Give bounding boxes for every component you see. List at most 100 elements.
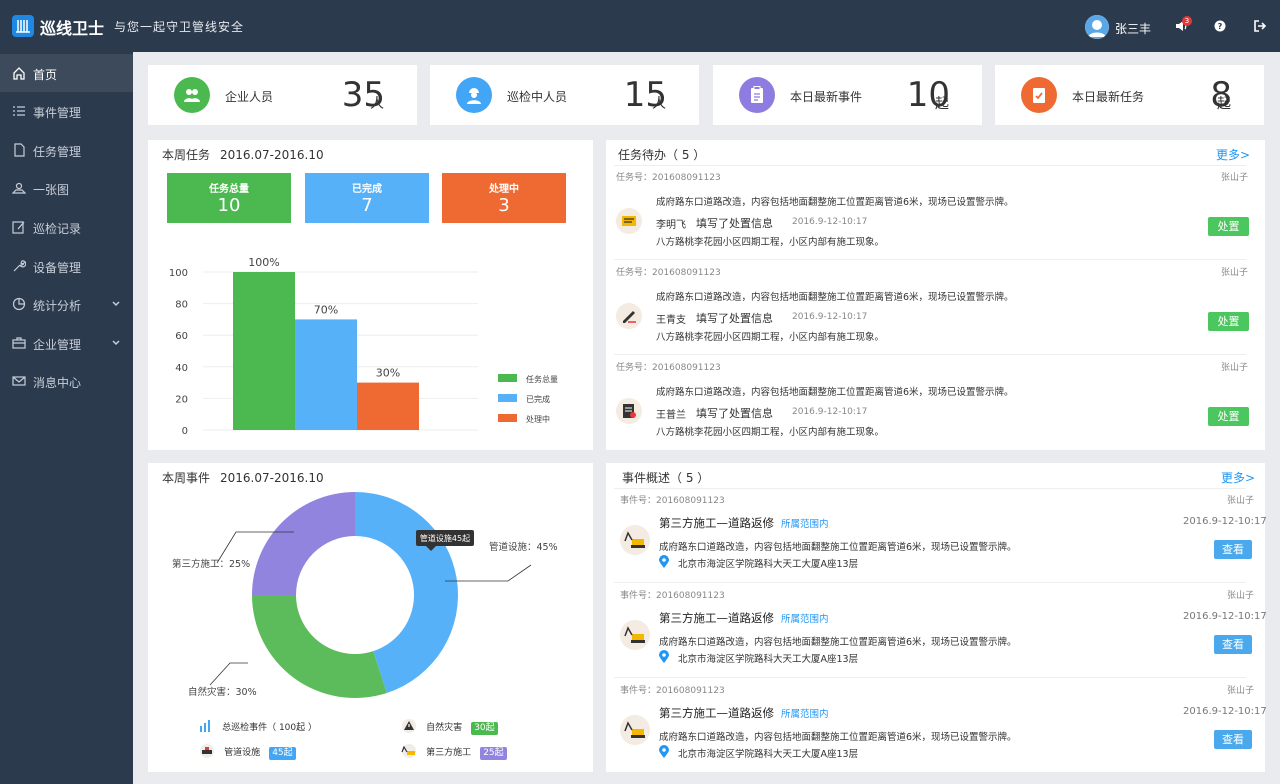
sidebar-item-messages[interactable]: 消息中心 <box>0 362 133 400</box>
event-scope-link[interactable]: 所属范围内 <box>781 519 829 530</box>
tooltip-text: 管道设施45起 <box>420 533 470 543</box>
sidebar-item-label: 巡检记录 <box>33 222 82 236</box>
task-processing-box[interactable]: 处理中 3 <box>442 173 566 223</box>
sidebar-item-enterprise[interactable]: 企业管理 <box>0 324 133 362</box>
view-button[interactable]: 查看 <box>1214 540 1252 559</box>
weekly-events-range: 2016.07-2016.10 <box>220 471 324 485</box>
sidebar-item-events[interactable]: 事件管理 <box>0 92 133 130</box>
task-action: 填写了处置信息 <box>696 312 773 325</box>
task-owner: 张山子 <box>1221 363 1249 373</box>
event-description: 成府路东口道路改造，内容包括地面翻整施工位置距离管道6米，现场已设置警示牌。 <box>659 637 1017 648</box>
legend-swatch <box>498 374 517 382</box>
list-icon <box>13 106 25 116</box>
task-action: 填写了处置信息 <box>696 217 773 230</box>
bar-value-label: 30% <box>376 367 400 380</box>
leader-line <box>209 662 248 686</box>
event-title[interactable]: 第三方施工—道路返修 <box>659 611 774 625</box>
y-tick-label: 60 <box>175 331 188 342</box>
user-avatar[interactable] <box>1085 15 1109 39</box>
task-person: 王青支 <box>656 315 686 326</box>
task-total-box[interactable]: 任务总量 10 <box>167 173 291 223</box>
divider <box>614 582 1246 583</box>
weekly-events-title: 本周事件 <box>162 471 211 485</box>
todo-panel: 任务待办（ 5 ） 更多> 任务号：201608091123 张山子 成府路东口… <box>606 140 1265 450</box>
pen-icon <box>616 303 642 329</box>
task-number: 任务号：201608091123 <box>616 363 721 373</box>
home-icon <box>13 67 25 80</box>
donut-slice[interactable] <box>252 492 355 595</box>
location-pin-icon <box>659 650 669 663</box>
donut-slice[interactable] <box>252 595 387 698</box>
view-button[interactable]: 查看 <box>1214 730 1252 749</box>
checklist-icon <box>616 398 642 424</box>
handle-button[interactable]: 处置 <box>1208 312 1249 331</box>
wrench-icon <box>13 260 26 272</box>
top-bar: 巡线卫士 与您一起守卫管线安全 张三丰 3 ? <box>0 0 1280 52</box>
weekly-tasks-range: 2016.07-2016.10 <box>220 148 324 162</box>
stat-value: 8 <box>1210 75 1232 115</box>
location-pin-icon <box>659 745 669 758</box>
task-description: 成府路东口道路改造，内容包括地面翻整施工位置距离管道6米，现场已设置警示牌。 <box>656 292 1014 303</box>
sidebar-item-label: 任务管理 <box>33 145 82 159</box>
bar[interactable] <box>295 319 357 430</box>
sidebar-item-map[interactable]: 一张图 <box>0 169 133 207</box>
legend-total: 总巡检事件（ 100起 ） <box>199 715 317 734</box>
todo-more-link[interactable]: 更多> <box>1216 148 1251 162</box>
sidebar-item-devices[interactable]: 设备管理 <box>0 247 133 285</box>
chevron-down-icon <box>112 301 120 307</box>
task-box-value: 10 <box>217 195 241 216</box>
help-icon[interactable]: ? <box>1210 16 1230 36</box>
handle-button[interactable]: 处置 <box>1208 217 1249 236</box>
divider <box>614 259 1246 260</box>
stat-value: 15 <box>623 75 667 115</box>
task-done-box[interactable]: 已完成 7 <box>305 173 429 223</box>
view-button[interactable]: 查看 <box>1214 635 1252 654</box>
task-time: 2016.9-12-10:17 <box>792 407 868 417</box>
briefcase-icon <box>12 337 26 349</box>
stat-unit: 人 <box>370 96 384 112</box>
weekly-tasks-panel: 本周任务 2016.07-2016.10 任务总量 10 已完成 7 处理中 3 … <box>148 140 593 450</box>
app-slogan: 与您一起守卫管线安全 <box>114 20 245 34</box>
event-address: 北京市海淀区学院路科大天工大厦A座13层 <box>678 749 859 760</box>
worker-icon <box>456 77 492 113</box>
chart-tooltip <box>416 530 474 546</box>
bar[interactable] <box>233 272 295 430</box>
user-name[interactable]: 张三丰 <box>1115 22 1152 36</box>
sidebar-item-patrol-records[interactable]: 巡检记录 <box>0 208 133 246</box>
sidebar-item-home[interactable]: 首页 <box>0 54 133 92</box>
event-time: 2016.9-12-10:17 <box>1183 516 1267 527</box>
stat-label: 企业人员 <box>225 90 274 104</box>
event-scope-link[interactable]: 所属范围内 <box>781 709 829 720</box>
event-scope-link[interactable]: 所属范围内 <box>781 614 829 625</box>
event-owner: 张山子 <box>1227 591 1255 601</box>
task-number: 任务号：201608091123 <box>616 173 721 183</box>
task-owner: 张山子 <box>1221 173 1249 183</box>
excavator-icon <box>620 620 650 650</box>
y-tick-label: 80 <box>175 300 188 311</box>
y-tick-label: 0 <box>182 426 188 437</box>
people-icon <box>174 77 210 113</box>
bar[interactable] <box>357 382 419 430</box>
divider <box>614 165 1246 166</box>
stat-label: 本日最新任务 <box>1072 90 1145 104</box>
sidebar-item-label: 事件管理 <box>33 106 82 120</box>
event-owner: 张山子 <box>1227 496 1255 506</box>
events-more-link[interactable]: 更多> <box>1221 471 1256 485</box>
event-donut-chart: 管道设施：45% 自然灾害：30% 第三方施工：25% 管道设施45起 <box>172 492 558 698</box>
bar-value-label: 100% <box>248 256 279 269</box>
stat-unit: 人 <box>652 96 666 112</box>
event-title[interactable]: 第三方施工—道路返修 <box>659 516 774 530</box>
pipe-icon <box>200 743 214 758</box>
task-time: 2016.9-12-10:17 <box>792 312 868 322</box>
sidebar-item-statistics[interactable]: 统计分析 <box>0 285 133 323</box>
clipboard-icon <box>739 77 775 113</box>
legend-pipe: 管道设施 45起 <box>199 740 296 760</box>
excavator-icon <box>620 715 650 745</box>
event-title[interactable]: 第三方施工—道路返修 <box>659 706 774 720</box>
task-number: 任务号：201608091123 <box>616 268 721 278</box>
sidebar-item-tasks[interactable]: 任务管理 <box>0 131 133 169</box>
legend-total-label: 总巡检事件（ 100起 ） <box>222 723 317 733</box>
logout-icon[interactable] <box>1250 16 1270 36</box>
handle-button[interactable]: 处置 <box>1208 407 1249 426</box>
edit-icon <box>12 221 25 234</box>
